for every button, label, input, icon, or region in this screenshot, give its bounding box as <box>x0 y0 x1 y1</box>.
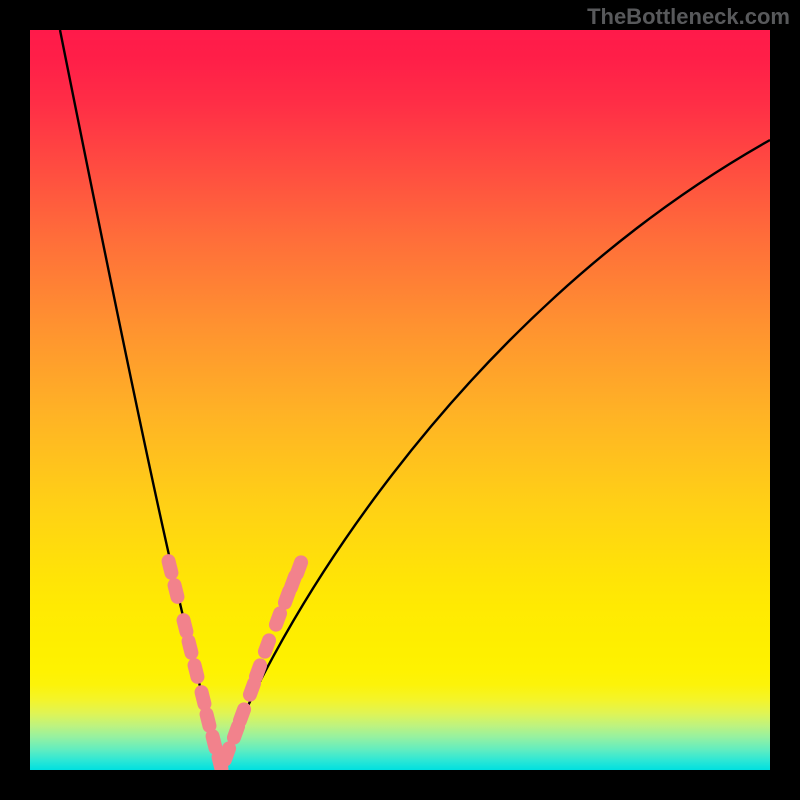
plot-svg <box>30 30 770 770</box>
plot-area <box>30 30 770 770</box>
figure-root: TheBottleneck.com <box>0 0 800 800</box>
watermark-text: TheBottleneck.com <box>587 4 790 30</box>
gradient-background <box>30 30 770 770</box>
